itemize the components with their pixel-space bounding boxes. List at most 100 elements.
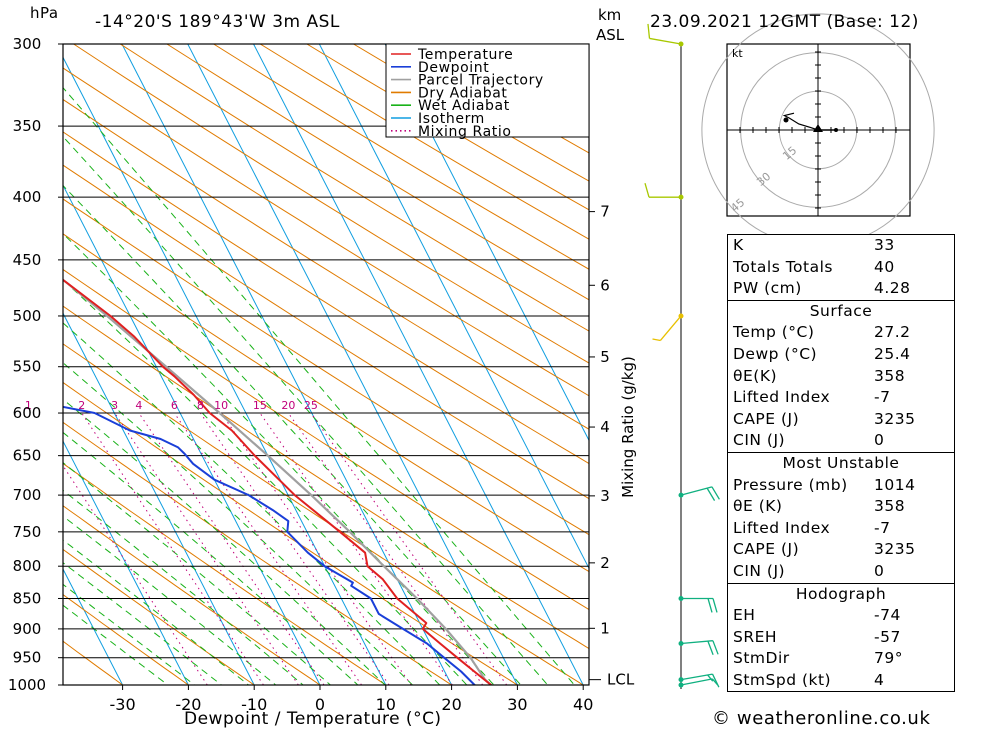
isobars <box>63 43 589 686</box>
wind-barb-staff <box>680 673 713 681</box>
table-row-label: θE(K) <box>733 366 778 385</box>
lcl-label: LCL <box>607 671 635 689</box>
wet-adiabat-line <box>63 583 196 685</box>
km-tick-label: 5 <box>600 348 610 366</box>
temperature-tick-label: 20 <box>441 695 461 714</box>
wind-profile <box>644 23 720 689</box>
mixing-ratio-label: 1 <box>25 399 32 412</box>
table-row-label: CIN (J) <box>733 431 786 450</box>
table-row-value: -7 <box>874 518 891 537</box>
profile-series <box>63 278 493 685</box>
table-row-label: θE (K) <box>733 497 783 516</box>
pressure-tick-label: 850 <box>13 589 42 607</box>
location-title: -14°20'S 189°43'W 3m ASL <box>95 12 340 32</box>
dewpoint-line <box>63 405 477 685</box>
legend-label: Dewpoint <box>418 60 489 76</box>
wind-barb-feather <box>647 23 651 39</box>
wet-adiabat-line <box>63 462 332 685</box>
datetime-title: 23.09.2021 12GMT (Base: 12) <box>650 12 919 32</box>
table-row: CAPE (J) 3235 <box>728 409 954 431</box>
dry-adiabat-line <box>119 44 589 332</box>
table-row: θE (K) 358 <box>728 496 954 518</box>
table-row-value: 25.4 <box>874 344 911 363</box>
table-row-label: Totals Totals <box>733 257 833 276</box>
table-row-value: 79° <box>874 649 903 668</box>
table-row-value: -74 <box>874 606 901 625</box>
km-tick-label: 6 <box>600 276 610 294</box>
pressure-tick-label: 350 <box>13 117 42 135</box>
isotherm-line <box>187 44 518 685</box>
mixing-ratio-label: 20 <box>281 399 295 412</box>
mixing-ratio-line <box>287 412 484 685</box>
surface-section-title: Surface <box>728 299 954 323</box>
wet-adiabat-line <box>63 431 359 685</box>
wet-adiabat-line <box>63 322 441 685</box>
mixing-ratio-line <box>173 412 363 685</box>
pressure-tick-label: 600 <box>13 404 42 422</box>
pressure-tick-label: 450 <box>13 251 42 269</box>
table-row: Pressure (mb) 1014 <box>728 475 954 497</box>
mixing-ratio-label: 25 <box>304 399 318 412</box>
legend-label: Parcel Trajectory <box>418 73 544 89</box>
legend-label: Mixing Ratio <box>418 124 512 140</box>
wet-adiabat-line <box>63 362 414 685</box>
storm-motion-point <box>834 128 838 132</box>
dry-adiabat-line <box>63 381 519 685</box>
pressure-tick-label: 900 <box>13 620 42 638</box>
table-row: CIN (J) 0 <box>728 430 954 452</box>
background-lines <box>0 7 589 711</box>
dry-adiabat-line <box>63 131 589 465</box>
dry-adiabat-line <box>63 505 321 685</box>
hodograph-section: EH -74 SREH -57 StmDir 79° StmSpd (kt) 4 <box>728 605 954 691</box>
parcel-trajectory-line <box>63 278 492 685</box>
wind-barb-feather <box>706 487 716 501</box>
dry-adiabat-line <box>63 548 256 685</box>
axes: 3003504004505005506006507007508008509009… <box>8 35 635 714</box>
wind-barb-staff <box>649 37 682 45</box>
hodograph-section-title: Hodograph <box>728 582 954 606</box>
km-tick-label: 1 <box>600 619 610 637</box>
copyright: © weatheronline.co.uk <box>712 708 931 729</box>
dry-adiabat-line <box>63 462 387 685</box>
table-row: θE(K) 358 <box>728 366 954 388</box>
dry-adiabat-line <box>63 421 453 685</box>
table-row-label: Lifted Index <box>733 388 831 407</box>
wet-adiabat-line <box>63 184 522 685</box>
km-tick-label: 7 <box>600 203 610 221</box>
isotherm-line <box>0 7 4 711</box>
wind-barb-feather <box>707 640 714 655</box>
table-row-label: Temp (°C) <box>733 323 815 342</box>
table-row-label: EH <box>733 606 756 625</box>
table-row-label: CAPE (J) <box>733 409 800 428</box>
table-row: CIN (J) 0 <box>728 561 954 583</box>
dry-adiabat-line <box>63 593 190 685</box>
dry-adiabat-line <box>63 233 589 573</box>
mixing-ratio-line <box>259 412 453 685</box>
pressure-tick-label: 1000 <box>8 676 46 694</box>
table-row: StmSpd (kt) 4 <box>728 670 954 692</box>
table-row-label: StmDir <box>733 649 790 668</box>
km-tick-label: 2 <box>600 554 610 572</box>
indices-top-section: K 33 Totals Totals 40 PW (cm) 4.28 <box>728 235 954 300</box>
mixing-ratio-line <box>199 412 390 685</box>
table-row: EH -74 <box>728 605 954 627</box>
wind-barb-feather <box>711 486 720 500</box>
table-row-value: 1014 <box>874 475 916 494</box>
table-row-value: 33 <box>874 236 895 254</box>
table-row-value: 40 <box>874 257 895 276</box>
pressure-tick-label: 650 <box>13 447 42 465</box>
wind-barb-feather <box>711 673 720 688</box>
table-row: SREH -57 <box>728 627 954 649</box>
mixing-ratio-axis-title: Mixing Ratio (g/kg) <box>619 356 637 498</box>
storm-motion-marker <box>813 124 823 132</box>
mixing-ratio-label: 6 <box>171 399 178 412</box>
wet-adiabat-line <box>63 86 576 685</box>
legend-label: Isotherm <box>418 111 485 127</box>
table-row-label: CIN (J) <box>733 561 786 580</box>
mixing-ratio-label: 3 <box>111 399 118 412</box>
mixing-ratio-labels: 1 2 3 4 6 8 10 15 20 25 <box>25 399 318 412</box>
pressure-tick-label: 400 <box>13 188 42 206</box>
temperature-tick-label: 0 <box>315 695 325 714</box>
km-unit-label: km <box>598 6 622 24</box>
